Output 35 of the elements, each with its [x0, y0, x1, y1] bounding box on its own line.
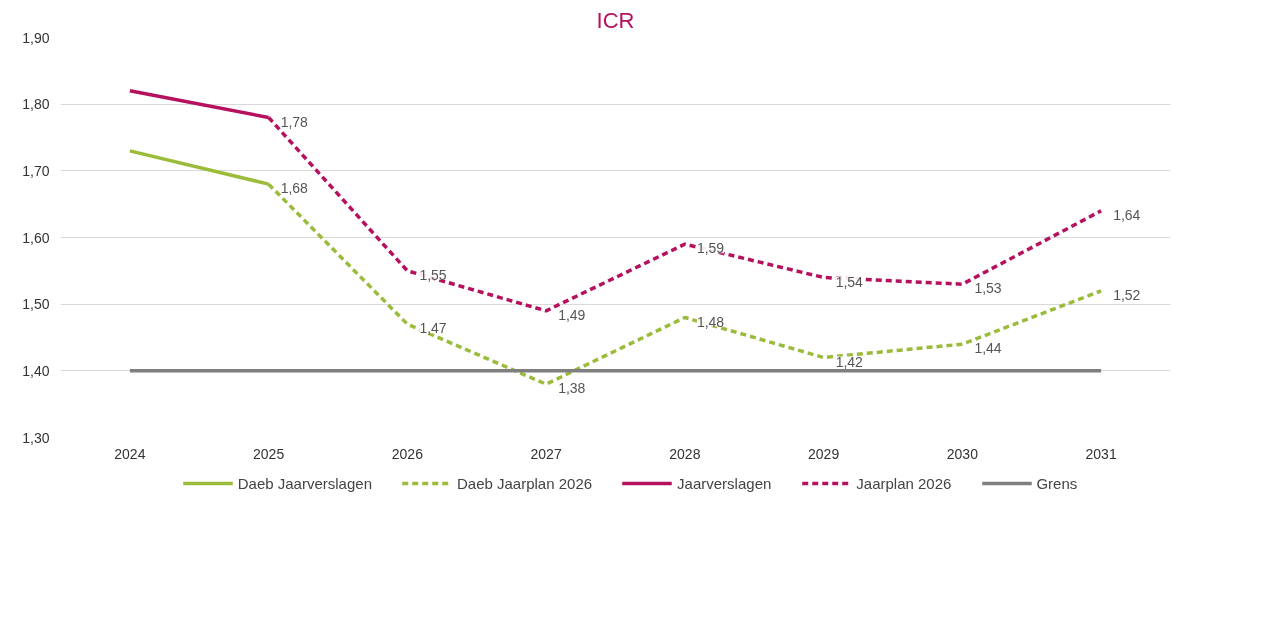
x-tick-label: 2029: [808, 445, 840, 462]
data-label: 1,64: [1113, 206, 1141, 223]
legend-label: Daeb Jaarplan 2026: [456, 474, 593, 492]
x-tick-label: 2028: [669, 445, 701, 462]
data-label: 1,54: [835, 273, 864, 290]
data-label: 1,52: [1113, 286, 1141, 303]
data-label: 1,49: [558, 306, 586, 323]
data-label: 1,44: [974, 340, 1002, 357]
y-tick-label: 1,60: [22, 229, 50, 246]
x-tick-label: 2027: [530, 445, 562, 462]
y-tick-label: 1,30: [22, 429, 50, 446]
y-tick-label: 1,90: [22, 29, 50, 46]
y-tick-label: 1,40: [22, 362, 50, 379]
legend-label: Grens: [1036, 474, 1078, 492]
y-tick-label: 1,70: [22, 162, 50, 179]
legend-label: Daeb Jaarverslagen: [237, 474, 372, 492]
data-label: 1,53: [974, 280, 1002, 297]
data-label: 1,48: [696, 313, 725, 330]
data-label: 1,47: [419, 320, 447, 337]
legend-label: Jaarverslagen: [677, 474, 772, 492]
x-tick-label: 2024: [114, 445, 146, 462]
data-label: 1,55: [419, 266, 447, 283]
y-tick-label: 1,80: [22, 96, 50, 113]
data-label: 1,59: [696, 240, 725, 257]
x-tick-label: 2026: [391, 445, 424, 462]
x-tick-label: 2025: [253, 445, 285, 462]
y-tick-label: 1,50: [22, 296, 50, 313]
data-label: 1,42: [835, 353, 864, 370]
data-label: 1,78: [280, 113, 309, 130]
x-tick-label: 2031: [1085, 445, 1117, 462]
legend-label: Jaarplan 2026: [856, 474, 952, 492]
x-tick-label: 2030: [946, 445, 979, 462]
data-label: 1,38: [558, 380, 586, 397]
chart-title: ICR: [596, 7, 635, 33]
data-label: 1,68: [280, 180, 309, 197]
